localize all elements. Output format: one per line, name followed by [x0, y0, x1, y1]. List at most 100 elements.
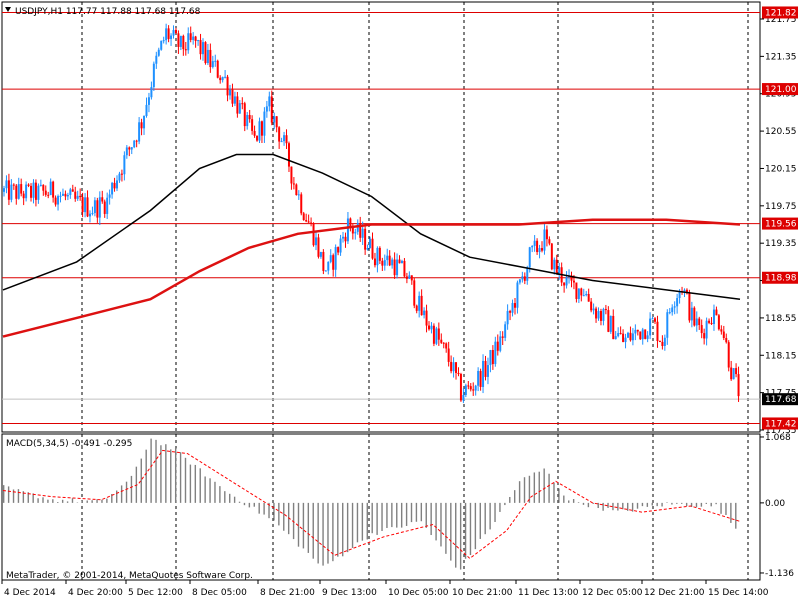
- level-tag: [762, 271, 798, 284]
- candle-body: [587, 293, 590, 302]
- macd-bar: [101, 499, 103, 503]
- macd-pane: [1, 433, 761, 581]
- candle-body: [509, 311, 512, 313]
- candle-body: [415, 305, 418, 311]
- candle-body: [676, 298, 679, 307]
- macd-bar: [671, 502, 673, 505]
- candle-body: [209, 49, 212, 68]
- macd-bar: [317, 502, 319, 564]
- macd-bar: [376, 502, 378, 535]
- candle-body: [602, 308, 605, 321]
- macd-bar: [27, 492, 29, 503]
- candle-body: [145, 104, 148, 116]
- candle-body: [708, 320, 711, 323]
- candle-body: [204, 42, 207, 64]
- candle-body: [130, 147, 133, 150]
- candle-body: [472, 389, 475, 391]
- macd-bar: [332, 502, 334, 562]
- candle-body: [47, 194, 50, 196]
- macd-bar: [145, 449, 147, 503]
- candle-body: [165, 28, 168, 41]
- candle-body: [494, 341, 497, 365]
- macd-bar: [730, 502, 732, 523]
- candle-body: [263, 111, 266, 136]
- candle-body: [147, 97, 150, 105]
- level-tag: [762, 417, 798, 430]
- x-tick-label: 5 Dec 12:00: [128, 588, 183, 598]
- candle-body: [423, 310, 426, 316]
- macd-bar: [538, 471, 540, 503]
- macd-bar: [622, 502, 624, 510]
- candle-body: [597, 311, 600, 319]
- candle-body: [590, 301, 593, 311]
- candle-body: [612, 315, 615, 340]
- macd-bar: [641, 502, 644, 507]
- candle-body: [226, 76, 229, 96]
- candle-body: [570, 275, 573, 281]
- candle-body: [182, 35, 185, 50]
- candle-body: [595, 308, 598, 319]
- candle-body: [577, 288, 580, 299]
- candle-body: [167, 28, 170, 39]
- macd-bar: [66, 501, 69, 503]
- macd-bar: [160, 445, 162, 503]
- candle-body: [25, 184, 28, 199]
- candle-body: [10, 184, 13, 200]
- macd-bar: [268, 502, 270, 519]
- candle-body: [300, 194, 303, 214]
- macd-bar: [548, 473, 550, 503]
- candle-body: [81, 197, 84, 213]
- candle-body: [314, 237, 317, 246]
- candle-body: [671, 307, 674, 313]
- candle-body: [258, 121, 261, 141]
- macd-bar: [337, 502, 339, 557]
- macd-bar: [219, 486, 221, 503]
- candle-body: [710, 322, 713, 325]
- candle-body: [125, 147, 128, 156]
- candle-body: [378, 247, 381, 261]
- macd-bar: [577, 502, 580, 503]
- candle-body: [59, 195, 62, 197]
- candle-body: [538, 248, 541, 253]
- y-tick-label: 119.35: [765, 239, 797, 249]
- y-tick-label: 121.75: [765, 15, 797, 25]
- candle-body: [170, 35, 173, 39]
- candle-body: [607, 310, 610, 332]
- candle-body: [420, 295, 423, 316]
- macd-bar: [194, 464, 197, 503]
- macd-bar: [81, 500, 84, 503]
- candle-body: [712, 309, 715, 325]
- candle-body: [332, 255, 335, 270]
- candle-body: [194, 36, 197, 41]
- macd-bar: [494, 502, 496, 523]
- macd-bar: [233, 496, 236, 503]
- candle-body: [79, 195, 82, 198]
- candle-body: [238, 103, 241, 114]
- candle-body: [467, 385, 470, 387]
- macd-bar: [450, 502, 452, 561]
- macd-bar: [720, 502, 722, 514]
- candle-body: [408, 275, 411, 279]
- candle-body: [639, 331, 642, 340]
- candle-body: [319, 251, 322, 257]
- candle-body: [386, 255, 389, 261]
- candle-body: [17, 184, 20, 199]
- candle-body: [93, 200, 96, 214]
- candle-body: [54, 197, 57, 205]
- x-tick-label: 11 Dec 13:00: [518, 588, 579, 598]
- candle-body: [418, 295, 421, 311]
- candle-body: [703, 333, 706, 339]
- dropdown-triangle-icon[interactable]: [5, 7, 11, 12]
- candle-body: [673, 306, 676, 308]
- candle-body: [307, 221, 310, 223]
- x-tick-label: 8 Dec 05:00: [192, 588, 247, 598]
- candle-body: [346, 218, 349, 242]
- candle-body: [563, 282, 566, 286]
- macd-bar: [7, 486, 10, 503]
- symbol-label: USDJPY,H1 117.77 117.88 117.68 117.68: [15, 7, 201, 17]
- macd-bar: [248, 502, 251, 508]
- macd-bar: [474, 502, 477, 550]
- macd-bar: [42, 497, 44, 503]
- macd-bar: [523, 477, 526, 503]
- macd-bar: [440, 502, 442, 547]
